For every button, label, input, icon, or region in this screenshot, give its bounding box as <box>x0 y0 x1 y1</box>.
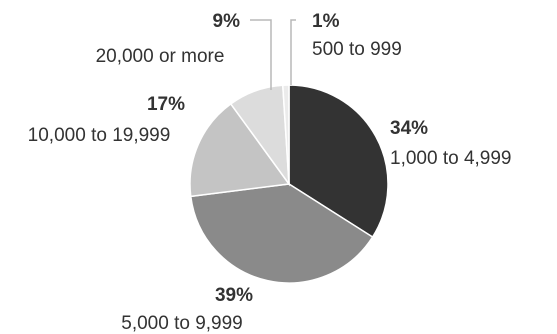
leader-lines <box>250 19 296 90</box>
leader-line-500-to-999 <box>290 19 296 85</box>
pie-slice-5-000-to-9-999 <box>189 183 374 284</box>
slice-percent-20000-or-more: 9% <box>213 11 241 32</box>
leader-line-20000-or-more <box>250 19 272 90</box>
pie-slice-500-to-999 <box>281 84 290 185</box>
slice-label-500-to-999: 500 to 999 <box>312 39 402 60</box>
pie-slice-10-000-to-19-999 <box>189 102 291 198</box>
slice-label-20000-or-more: 20,000 or more <box>96 46 225 67</box>
slice-label-1000-to-4999: 1,000 to 4,999 <box>390 148 512 169</box>
slice-label-5000-to-9999: 5,000 to 9,999 <box>121 313 243 334</box>
pie-slices <box>189 84 389 284</box>
slice-percent-10000-to-19999: 17% <box>147 94 185 115</box>
slice-percent-500-to-999: 1% <box>312 11 340 32</box>
slice-percent-1000-to-4999: 34% <box>390 118 428 139</box>
slice-label-10000-to-19999: 10,000 to 19,999 <box>28 125 171 146</box>
slice-percent-5000-to-9999: 39% <box>215 285 253 306</box>
